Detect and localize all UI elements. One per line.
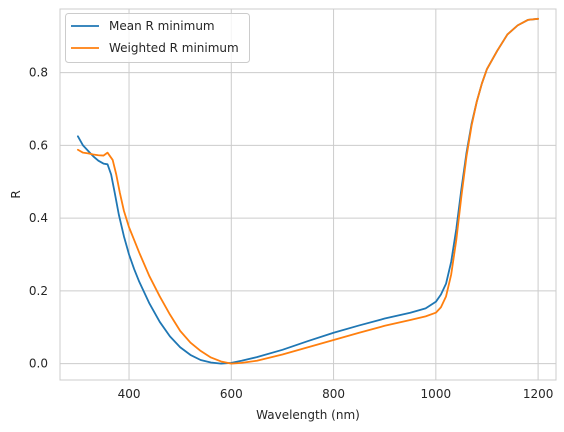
x-tick-label: 800 (322, 387, 345, 401)
plot-area (60, 9, 556, 380)
y-tick-label: 0.0 (29, 357, 48, 371)
y-tick-label: 0.4 (29, 211, 48, 225)
series-line-weighted-r-minimum (77, 17, 539, 365)
x-tick-labels: 400 600 800 1000 1200 (118, 387, 554, 401)
x-tick-label: 600 (220, 387, 243, 401)
y-tick-label: 0.6 (29, 138, 48, 152)
legend: Mean R minimum Weighted R minimum (65, 13, 250, 63)
legend-box (65, 13, 250, 63)
x-tick-label: 1200 (523, 387, 554, 401)
legend-label-weighted-r-minimum: Weighted R minimum (109, 41, 239, 55)
x-tick-label: 400 (118, 387, 141, 401)
series-layer (77, 17, 539, 365)
y-tick-labels: 0.0 0.2 0.4 0.6 0.8 (29, 66, 48, 371)
legend-label-mean-r-minimum: Mean R minimum (109, 19, 215, 33)
y-axis-label: R (9, 190, 23, 198)
plot-frame (59, 8, 557, 381)
x-tick-label: 1000 (421, 387, 452, 401)
y-tick-label: 0.8 (29, 66, 48, 80)
y-tick-label: 0.2 (29, 284, 48, 298)
x-axis-label: Wavelength (nm) (256, 408, 360, 422)
